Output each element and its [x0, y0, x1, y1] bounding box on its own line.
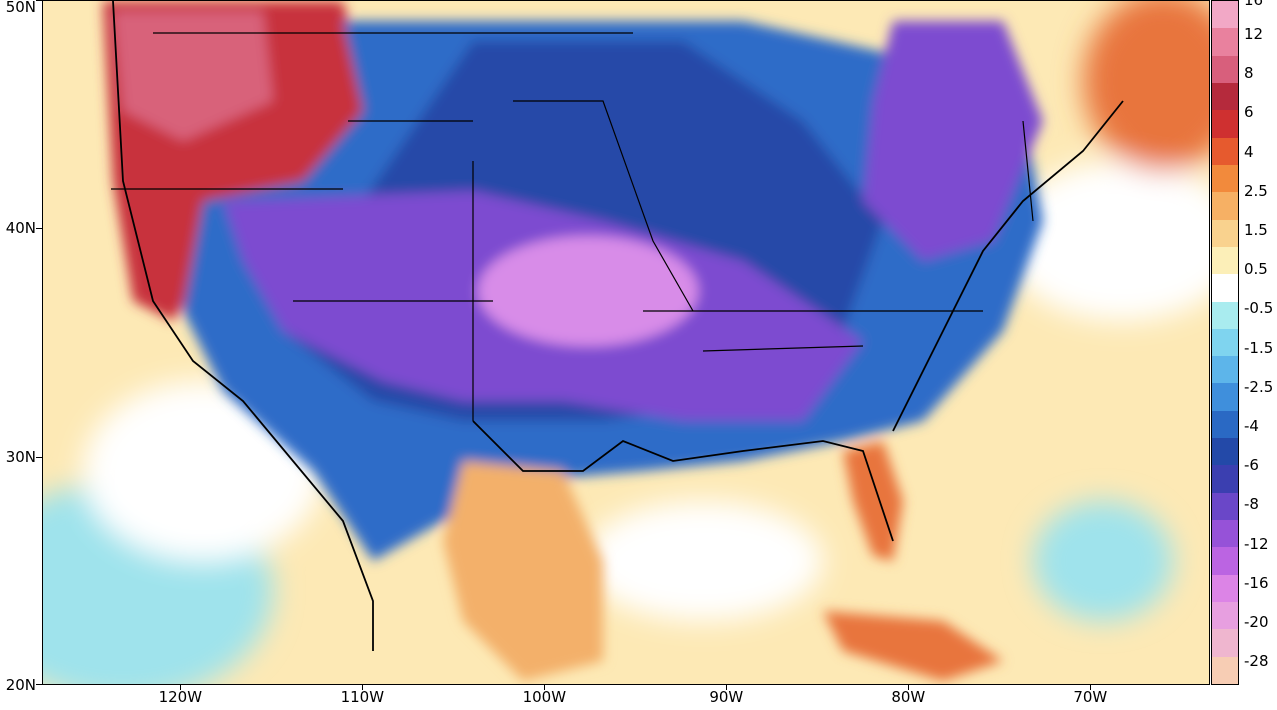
colorbar-cell	[1212, 301, 1238, 330]
lon-tick	[726, 685, 728, 690]
lat-label-40N: 40N	[5, 219, 36, 238]
colorbar-cell	[1212, 465, 1238, 494]
lon-label-80W: 80W	[891, 688, 926, 706]
lat-tick	[36, 456, 42, 458]
colorbar-cell	[1212, 219, 1238, 248]
colorbar-label: -1.5	[1244, 338, 1274, 357]
lon-tick	[362, 685, 364, 690]
colorbar-label: 6	[1244, 103, 1254, 122]
lat-label-50N: 50N	[5, 0, 36, 16]
colorbar-cell	[1212, 520, 1238, 548]
lon-tick	[1090, 685, 1092, 690]
colorbar-cell	[1212, 28, 1238, 57]
colorbar-cell	[1212, 192, 1238, 221]
colorbar-label: -2.5	[1244, 377, 1274, 396]
lon-label-110W: 110W	[340, 688, 385, 706]
northeast-warm-area	[1083, 1, 1209, 171]
lat-tick	[36, 0, 42, 1]
colorbar-cell	[1212, 629, 1238, 658]
colorbar-cell	[1212, 1, 1238, 29]
colorbar-label: 8	[1244, 64, 1254, 83]
colorbar-cell	[1212, 492, 1238, 521]
lon-tick	[180, 685, 182, 690]
lat-label-20N: 20N	[5, 676, 36, 694]
colorbar-label: 12	[1244, 25, 1264, 43]
colorbar-cell	[1212, 356, 1238, 384]
colorbar-cell	[1212, 328, 1238, 357]
colorbar-label: 4	[1244, 142, 1254, 161]
pacific-northwest-pink	[113, 11, 273, 141]
temperature-anomaly-map	[43, 1, 1209, 684]
colorbar-cell	[1212, 438, 1238, 466]
plains-magenta-core	[478, 236, 698, 346]
lon-label-70W: 70W	[1073, 688, 1108, 706]
atlantic-cool-area	[1033, 501, 1173, 621]
colorbar-cell	[1212, 137, 1238, 166]
colorbar-label: -28	[1244, 652, 1269, 671]
great-lakes-purple	[863, 21, 1043, 261]
lon-label-100W: 100W	[522, 688, 567, 706]
atlantic-white-area	[1003, 161, 1209, 321]
colorbar-cell	[1212, 164, 1238, 193]
colorbar-label: -4	[1244, 417, 1259, 435]
colorbar-cell	[1212, 110, 1238, 139]
colorbar-label: -12	[1244, 534, 1269, 553]
colorbar-cell	[1212, 574, 1238, 603]
us-coastline	[112, 1, 1124, 651]
mexico-warm	[443, 461, 603, 681]
colorbar-label: -16	[1244, 573, 1269, 592]
cuba-warm	[823, 611, 1003, 681]
colorbar-cell	[1212, 55, 1238, 84]
colorbar-cell	[1212, 656, 1238, 685]
colorbar-cell	[1212, 410, 1238, 439]
state-borders	[111, 32, 1034, 421]
colorbar-label: -20	[1244, 613, 1269, 631]
colorbar-label: -0.5	[1244, 299, 1274, 318]
lon-tick	[908, 685, 910, 690]
colorbar-label: -8	[1244, 495, 1259, 514]
colorbar-cell	[1212, 274, 1238, 302]
colorbar-top-label: 16	[1244, 0, 1264, 9]
florida-warm	[843, 441, 903, 561]
map-panel	[42, 0, 1210, 685]
colorbar-label: 2.5	[1244, 181, 1268, 200]
colorbar-cell	[1212, 246, 1238, 275]
colorbar-cell	[1212, 602, 1238, 630]
colorbar-cell	[1212, 547, 1238, 576]
colorbar-label: 1.5	[1244, 221, 1268, 239]
lat-tick	[36, 684, 42, 685]
colorbar-label: 0.5	[1244, 260, 1268, 279]
lon-tick	[544, 685, 546, 690]
lat-label-30N: 30N	[5, 447, 36, 466]
colorbar	[1211, 0, 1239, 685]
colorbar-label: -6	[1244, 456, 1259, 475]
gulf-white-area	[583, 501, 823, 621]
lon-label-120W: 120W	[158, 688, 203, 706]
colorbar-cell	[1212, 82, 1238, 111]
lon-label-90W: 90W	[709, 688, 744, 706]
colorbar-cell	[1212, 383, 1238, 412]
lat-tick	[36, 228, 42, 230]
